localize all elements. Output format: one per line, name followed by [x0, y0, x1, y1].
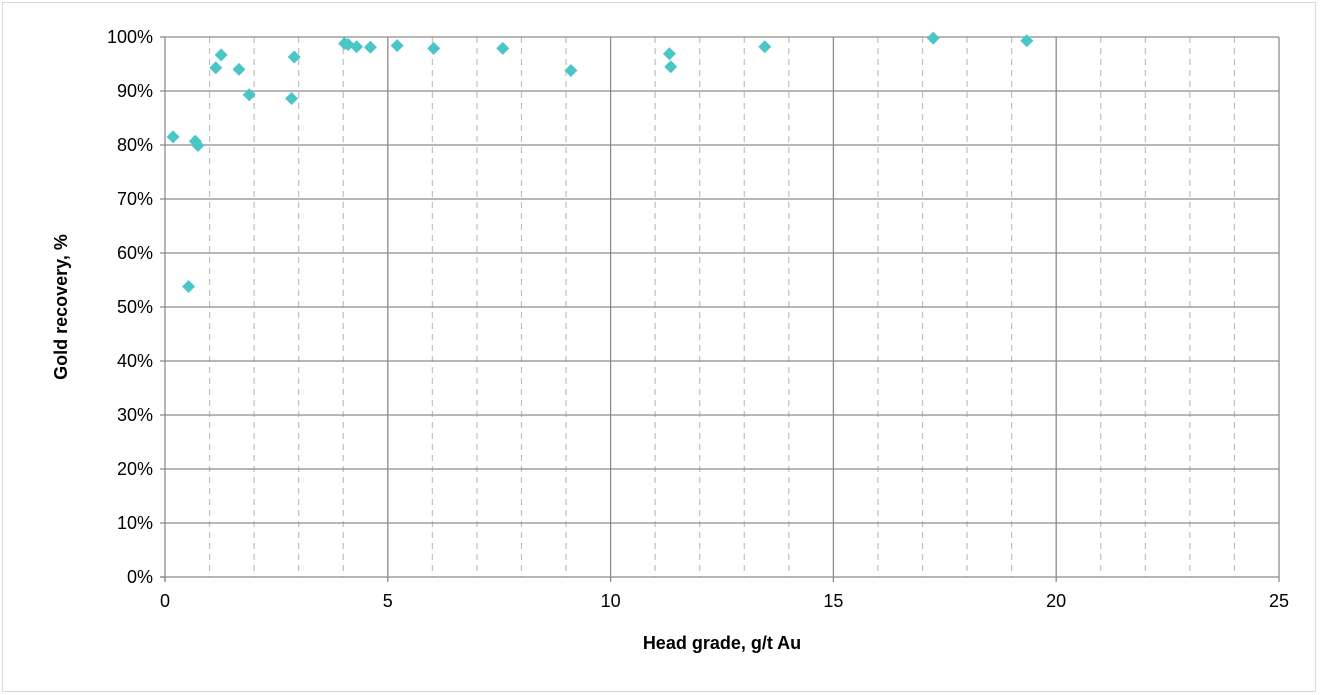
data-point [232, 62, 246, 76]
x-tick-label: 0 [160, 591, 170, 611]
y-axis-title: Gold recovery, % [51, 234, 71, 380]
data-point [191, 139, 205, 153]
y-tick-label: 90% [117, 81, 153, 101]
data-point [285, 92, 299, 106]
y-tick-label: 0% [127, 567, 153, 587]
data-points [166, 31, 1034, 293]
data-point [758, 40, 772, 54]
y-tick-label: 50% [117, 297, 153, 317]
data-point [242, 88, 256, 102]
data-point [287, 50, 301, 64]
y-tick-labels: 0% 10% 20% 30% 40% 50% 60% 70% 80% 90% 100% [107, 27, 153, 587]
y-tick-label: 30% [117, 405, 153, 425]
data-point [564, 63, 578, 77]
data-point [662, 47, 676, 61]
x-tick-label: 5 [383, 591, 393, 611]
y-tick-label: 40% [117, 351, 153, 371]
data-point [664, 60, 678, 74]
data-point [1020, 34, 1034, 48]
y-tick-label: 100% [107, 27, 153, 47]
data-point [166, 130, 180, 144]
x-axis-title: Head grade, g/t Au [643, 633, 801, 653]
x-tick-label: 25 [1269, 591, 1289, 611]
scatter-chart: 0% 10% 20% 30% 40% 50% 60% 70% 80% 90% 100% 0 5 10 15… [51, 27, 1289, 653]
x-tick-label: 10 [601, 591, 621, 611]
x-tick-label: 20 [1046, 591, 1066, 611]
y-tick-label: 20% [117, 459, 153, 479]
axes [160, 36, 1280, 582]
data-point [926, 31, 940, 45]
x-tick-labels: 0 5 10 15 20 25 [160, 591, 1289, 611]
x-tick-label: 15 [823, 591, 843, 611]
y-tick-label: 70% [117, 189, 153, 209]
data-point [214, 48, 228, 62]
y-tick-label: 80% [117, 135, 153, 155]
data-point [209, 61, 223, 75]
data-point [427, 41, 441, 55]
data-point [350, 40, 364, 54]
data-point [363, 40, 377, 54]
data-point [390, 39, 404, 53]
data-point [496, 41, 510, 55]
y-tick-label: 10% [117, 513, 153, 533]
y-tick-label: 60% [117, 243, 153, 263]
major-gridlines [165, 36, 1280, 577]
data-point [182, 279, 196, 293]
